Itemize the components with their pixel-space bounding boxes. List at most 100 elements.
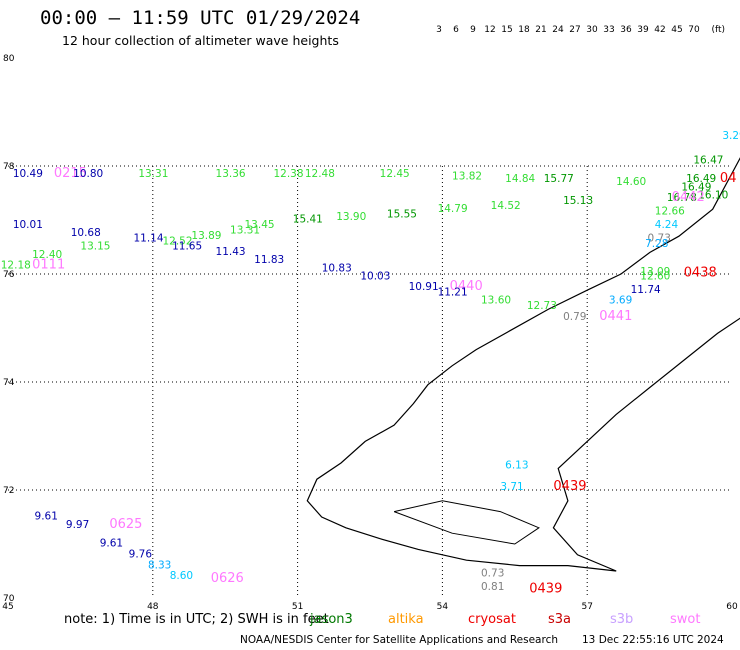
wave-height-label: 0441 [599, 309, 632, 324]
legend-item-cryosat: cryosat [468, 612, 516, 627]
wave-height-label: 8.60 [170, 570, 193, 582]
legend-item-s3a: s3a [548, 612, 572, 627]
colorbar-tick-label: 3 [436, 25, 442, 35]
lon-tick-label: 48 [147, 602, 159, 612]
colorbar-tick-label: 39 [637, 25, 649, 35]
wave-height-label: 10.80 [73, 168, 103, 180]
wave-height-label: 14.60 [616, 176, 646, 188]
wave-height-label: 13.60 [481, 295, 511, 307]
wave-height-label: 13.15 [80, 241, 110, 253]
wave-height-label: 14.52 [491, 200, 521, 212]
wave-height-label: 9.76 [129, 549, 153, 561]
lat-tick-label: 78 [3, 162, 15, 172]
wave-height-label: 13.09 [640, 266, 670, 278]
wave-height-label: 12.48 [305, 168, 335, 180]
wave-height-label: 12.66 [655, 206, 685, 218]
wave-height-label: 15.41 [293, 214, 323, 226]
wave-height-label: 0626 [211, 571, 244, 586]
wave-height-label: 11.14 [133, 233, 163, 245]
colorbar-tick-label: 30 [586, 25, 598, 35]
wave-height-label: 10.68 [71, 227, 101, 239]
wave-height-label: 0215 [54, 166, 87, 181]
colorbar-tick-label: 42 [654, 25, 665, 35]
colorbar-tick-label: 70 [688, 25, 700, 35]
wave-height-label: 15.13 [563, 195, 593, 207]
wave-height-label: 9.61 [100, 538, 123, 550]
wave-height-label: 3.29 [722, 130, 740, 142]
colorbar-tick-label: 27 [569, 25, 580, 35]
wave-height-label: 0.79 [563, 311, 586, 323]
coastline-island-path [393, 500, 540, 545]
wave-height-label: 13.82 [452, 171, 482, 183]
colorbar-unit-label: (ft) [711, 25, 725, 35]
coastline-path [306, 157, 740, 572]
lon-tick-label: 45 [2, 602, 13, 612]
wave-height-label: 3.69 [609, 295, 632, 307]
wave-height-label: 12.18 [1, 260, 31, 272]
colorbar-tick-label: 36 [620, 25, 632, 35]
wave-height-label: 10.01 [13, 219, 43, 231]
lat-tick-label: 76 [3, 270, 15, 280]
lon-tick-label: 51 [292, 602, 303, 612]
wave-height-label: 6.13 [505, 459, 528, 471]
colorbar-tick-label: 9 [470, 25, 476, 35]
wave-height-label: 11.21 [438, 287, 468, 299]
wave-height-label: 16.49 [686, 173, 716, 185]
wave-height-label: 0.73 [648, 233, 671, 245]
colorbar-tick-label: 12 [484, 25, 495, 35]
wave-height-label: 11.83 [254, 254, 284, 266]
wave-height-label: 0439 [553, 479, 586, 494]
legend-item-jason3: jason3 [310, 612, 353, 627]
wave-height-label: 16.47 [693, 154, 723, 166]
wave-height-label: 13.36 [216, 168, 246, 180]
lon-tick-label: 54 [437, 602, 449, 612]
wave-height-label: 0.81 [481, 581, 504, 593]
wave-height-label: 15.55 [387, 208, 417, 220]
wave-height-label: 10.03 [360, 270, 390, 282]
colorbar-tick-label: 6 [453, 25, 459, 35]
wave-height-label: 12.60 [640, 270, 670, 282]
generated-timestamp: 13 Dec 22:55:16 UTC 2024 [582, 634, 724, 646]
wave-height-label: 11.65 [172, 241, 202, 253]
wave-height-label: 12.40 [32, 249, 62, 261]
coastline-novaya-zemlya [306, 157, 740, 572]
wave-height-label: 0.73 [481, 567, 504, 579]
wave-height-label: 11.74 [631, 284, 661, 296]
wave-height-label: 0439 [529, 582, 562, 597]
wave-height-label: 8.33 [148, 559, 171, 571]
map-axis-ticks: 45 48 51 54 57 60 70 72 74 76 78 80 [2, 54, 738, 612]
wave-height-label: 13.89 [191, 230, 221, 242]
wave-height-label: 14.84 [505, 173, 535, 185]
wave-height-label: 10.83 [322, 262, 352, 274]
wave-height-label: 3.71 [500, 481, 523, 493]
wave-height-label: 4.24 [655, 219, 679, 231]
map-subtitle: 12 hour collection of altimeter wave hei… [62, 33, 339, 48]
lat-tick-label: 72 [3, 486, 14, 496]
wave-height-label: 9.97 [66, 519, 89, 531]
lat-tick-label: 74 [3, 378, 15, 388]
wave-height-label: 16.10 [698, 189, 728, 201]
wave-height-label: 15.77 [544, 173, 574, 185]
wave-height-label: 10.49 [13, 168, 43, 180]
legend-item-swot: swot [670, 612, 701, 627]
wave-height-label: 11.43 [216, 246, 246, 258]
wave-height-label: 12.38 [273, 168, 303, 180]
credit-line: NOAA/NESDIS Center for Satellite Applica… [240, 634, 558, 646]
colorbar-tick-label: 33 [603, 25, 614, 35]
wave-height-label: 12.52 [162, 235, 192, 247]
wave-height-label: 0440 [450, 279, 483, 294]
wave-height-label: 14.79 [438, 203, 468, 215]
wave-height-label: 12.45 [380, 168, 410, 180]
map-grid [8, 165, 732, 598]
wave-height-label: 10.91 [409, 281, 439, 293]
legend-item-altika: altika [388, 612, 424, 627]
wave-height-label: 04 [720, 171, 737, 186]
lon-tick-label: 57 [581, 602, 592, 612]
wave-height-label: 16.78 [667, 192, 697, 204]
wave-height-label: 7.28 [645, 238, 668, 250]
wave-height-label: 16.49 [681, 181, 711, 193]
wave-height-label: 9.61 [35, 511, 58, 523]
wave-height-label: 13.31 [230, 225, 260, 237]
lon-tick-label: 60 [726, 602, 738, 612]
